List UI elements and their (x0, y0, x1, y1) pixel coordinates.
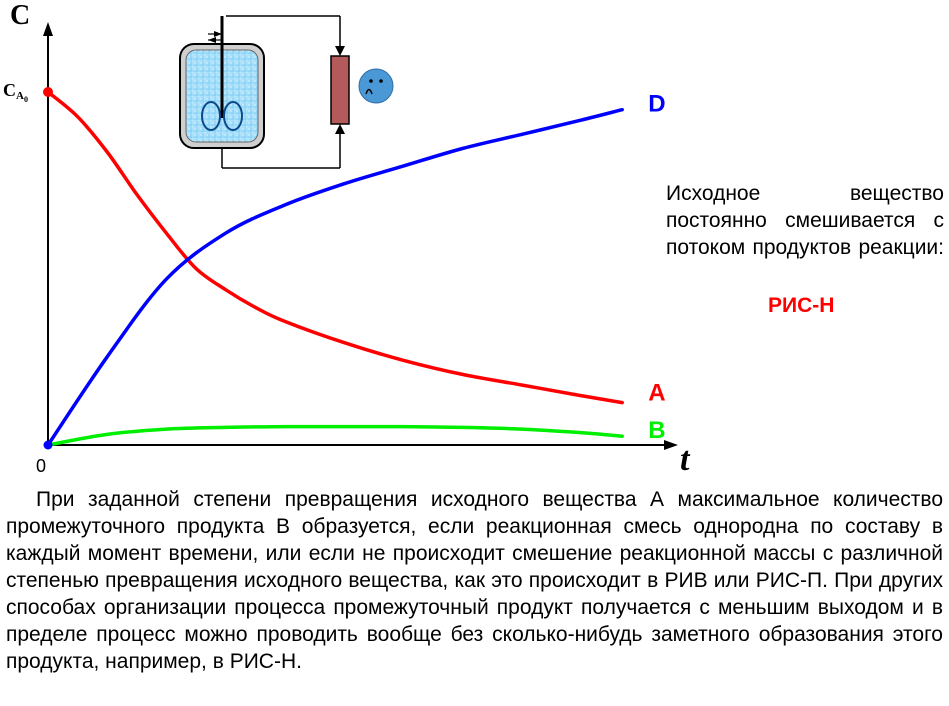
start-value-label: CA0 (3, 80, 28, 104)
series-label-b: B (648, 417, 665, 444)
y-axis-label: C (10, 0, 30, 31)
start-point-a (43, 87, 53, 97)
series-line-b (46, 424, 624, 447)
x-axis-label: t (680, 441, 691, 478)
body-paragraph: При заданной степени превращения исходно… (6, 488, 943, 673)
stirred-reactor-icon (179, 15, 345, 169)
series-label-d: D (648, 91, 665, 118)
origin-label: 0 (36, 456, 46, 476)
sad-face-icon (358, 68, 394, 104)
axes: C t 0 CA0 (3, 0, 691, 478)
series-line-d (46, 107, 624, 447)
side-note-title: РИС-Н (768, 294, 835, 317)
side-note-text: Исходное вещество постоянно смешивается … (666, 182, 944, 259)
series-label-a: A (648, 380, 665, 407)
x-axis-arrow (664, 440, 678, 450)
origin-point (43, 440, 53, 450)
y-axis-arrow (43, 22, 53, 36)
series-line-a (46, 90, 624, 405)
series-layer: AB D (43, 87, 666, 450)
chart: C t 0 CA0 AB D (3, 0, 691, 478)
heater-resistor-icon (330, 55, 350, 125)
